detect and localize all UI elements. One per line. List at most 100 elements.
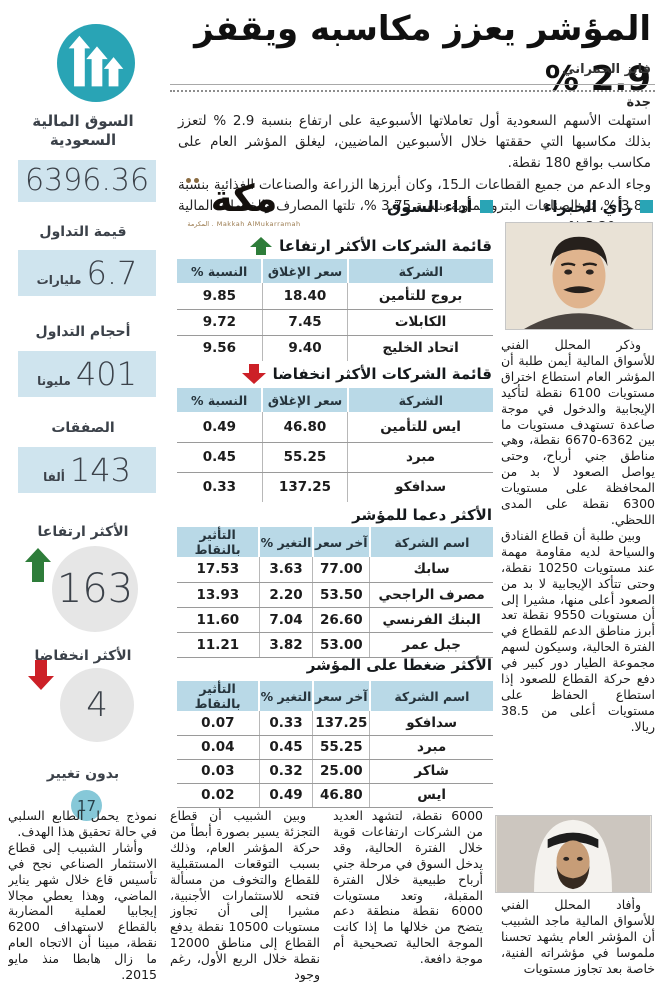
- table-header-row: اسم الشركة آخر سعر التغير % التأثير بالنقاط: [177, 527, 493, 557]
- table-row: مصرف الراجحي 53.50 2.20 13.93: [177, 582, 493, 608]
- makkah-newspaper-logo: مكة Makkah AlMukarramah . المكرمة: [174, 177, 314, 232]
- table-header-row: اسم الشركة آخر سعر التغير % التأثير بالنقاط: [177, 681, 493, 711]
- column-header: التغير %: [258, 527, 313, 557]
- column-header: آخر سعر: [311, 527, 370, 557]
- table-cell: 0.45: [177, 442, 263, 473]
- table-cell: 53.50: [312, 582, 370, 608]
- table-row: شاكر 25.00 0.32 0.03: [177, 759, 493, 784]
- trading-volume: 401 مليونا: [18, 351, 156, 397]
- expert2-analysis-text-col3: 6000 نقطة، لتشهد العديد من الشركات ارتفا…: [333, 808, 483, 1000]
- table-cell: 46.80: [312, 783, 370, 808]
- page-title: المؤشر يعزز مكاسبه ويقفز 2.9 %: [194, 9, 652, 99]
- table-row: ايس 46.80 0.49 0.02: [177, 783, 493, 808]
- analysis-paragraph: وبين طلبة أن قطاع الفنادق والسياحة لديه …: [501, 527, 655, 734]
- deals-count: 143 ألفا: [18, 447, 156, 493]
- table-row: سدافكو 137.25 0.33: [177, 472, 493, 502]
- rule-solid: [170, 84, 655, 85]
- analyst-photo-ayman-tolba: [505, 222, 653, 330]
- column-header: التأثير بالنقاط: [177, 681, 260, 711]
- table-cell: اتحاد الخليج: [347, 335, 493, 361]
- logo-tagline: Makkah AlMukarramah . المكرمة: [187, 220, 301, 228]
- table-cell: 55.25: [261, 442, 348, 473]
- section-title: أداء السوق: [386, 197, 472, 216]
- table-row: اتحاد الخليج 9.40 9.56: [177, 335, 493, 361]
- market-triple-up-arrows-icon: [57, 24, 135, 102]
- logo-wordmark: مكة: [210, 177, 278, 220]
- table-cell: مبرد: [347, 442, 493, 473]
- trading-value: 6.7 مليارات: [18, 250, 156, 296]
- table-cell: 77.00: [312, 557, 370, 583]
- table-cell: 3.63: [258, 557, 313, 583]
- section-experts-opinion: رأي الخبراء: [544, 197, 653, 216]
- table-cell: 9.40: [261, 335, 348, 361]
- column-header: النسبة %: [177, 259, 263, 283]
- table-cell: 7.04: [258, 607, 313, 633]
- table-cell: 3.82: [258, 632, 313, 658]
- up-arrow-icon: [25, 548, 51, 586]
- table-cell: 0.04: [177, 735, 260, 760]
- table-cell: 0.33: [258, 711, 313, 736]
- trading-volume-label: أحجام التداول: [35, 324, 131, 340]
- column-header: سعر الإغلاق: [261, 388, 348, 412]
- table-cell: مصرف الراجحي: [369, 582, 493, 608]
- table-cell: 0.49: [258, 783, 313, 808]
- table-cell: 9.56: [202, 340, 237, 357]
- market-index-value: 6396.36: [18, 160, 156, 202]
- table-cell: سدافكو: [369, 711, 493, 736]
- table-header-row: الشركة سعر الإغلاق النسبة %: [177, 259, 493, 283]
- table-cell: 46.80: [261, 412, 348, 443]
- top-losers-table: الشركة سعر الإغلاق النسبة % ايس للتأمين 46.8…: [177, 388, 493, 502]
- dateline: جدة: [626, 95, 651, 110]
- table-cell: 0.07: [177, 711, 260, 736]
- table-cell: 137.25: [261, 472, 348, 502]
- down-arrow-icon: [241, 364, 266, 384]
- logo-dots-icon: [186, 178, 199, 183]
- unchanged-label: بدون تغيير: [46, 766, 120, 782]
- index-pressure-table-title: الأكثر ضغطا على المؤشر: [306, 656, 492, 674]
- index-support-table-title: الأكثر دعما للمؤشر: [352, 506, 492, 524]
- expert1-analysis-text: وذكر المحلل الفني للأسواق المالية أيمن ط…: [501, 337, 655, 807]
- analysis-paragraph: وأشار الشبيب إلى قطاع الاستثمار الصناعي …: [8, 839, 157, 983]
- column-header: الشركة: [346, 259, 493, 283]
- analysis-paragraph: وأفاد المحلل الفني للأسواق المالية ماجد …: [501, 897, 655, 976]
- column-header: سعر الإغلاق: [261, 259, 348, 283]
- byline: فايز الحمراني: [562, 62, 651, 77]
- table-cell: 11.60: [177, 607, 260, 633]
- table-cell: 0.33: [202, 479, 237, 496]
- trading-value-label: قيمة التداول: [39, 224, 127, 240]
- top-gainers-table-title: قائمة الشركات الأكثر ارتفاعا: [250, 237, 492, 255]
- table-cell: 0.45: [258, 735, 313, 760]
- rule-dotted: [170, 90, 655, 92]
- table-cell: 0.49: [177, 412, 263, 443]
- column-header: اسم الشركة: [368, 681, 493, 711]
- analyst-photo-majed-alshabib: [495, 815, 652, 893]
- table-cell: شاكر: [369, 759, 493, 784]
- expert2-analysis-text-col4: وأفاد المحلل الفني للأسواق المالية ماجد …: [501, 897, 655, 1000]
- up-arrow-icon: [250, 237, 273, 255]
- column-header: آخر سعر: [311, 681, 370, 711]
- table-row: سدافكو 137.25 0.33 0.07: [177, 711, 493, 736]
- column-header: اسم الشركة: [368, 527, 493, 557]
- table-cell: 9.85: [177, 283, 263, 310]
- column-header: التغير %: [258, 681, 313, 711]
- table-cell: ايس: [369, 783, 493, 808]
- index-pressure-table: اسم الشركة آخر سعر التغير % التأثير بالنقاط…: [177, 681, 493, 808]
- table-cell: جبل عمر: [369, 632, 493, 658]
- table-cell: 9.72: [177, 309, 263, 336]
- column-header: الشركة: [346, 388, 493, 412]
- table-cell: البنك الفرنسي: [369, 607, 493, 633]
- column-header: النسبة %: [177, 388, 263, 412]
- table-cell: 17.53: [177, 557, 260, 583]
- market-name-label: السوق المالية السعودية: [32, 112, 134, 149]
- analysis-paragraph: نموذج يحمل الطابع السلبي في حالة تحقيق ه…: [8, 808, 157, 839]
- table-cell: مبرد: [369, 735, 493, 760]
- expert2-analysis-text-col2: وبين الشبيب أن قطاع التجزئة يسير بصورة أ…: [170, 808, 320, 1000]
- analysis-paragraph: 6000 نقطة، لتشهد العديد من الشركات ارتفا…: [333, 808, 483, 967]
- index-support-table: اسم الشركة آخر سعر التغير % التأثير بالنقاط…: [177, 527, 493, 658]
- table-cell: ايس للتأمين: [347, 412, 493, 443]
- table-cell: 26.60: [312, 607, 370, 633]
- losers-count: 4: [60, 668, 134, 742]
- table-cell: الكابلات: [347, 309, 493, 336]
- table-row: الكابلات 7.45 9.72: [177, 309, 493, 336]
- table-row: بروج للتأمين 18.40 9.85: [177, 283, 493, 310]
